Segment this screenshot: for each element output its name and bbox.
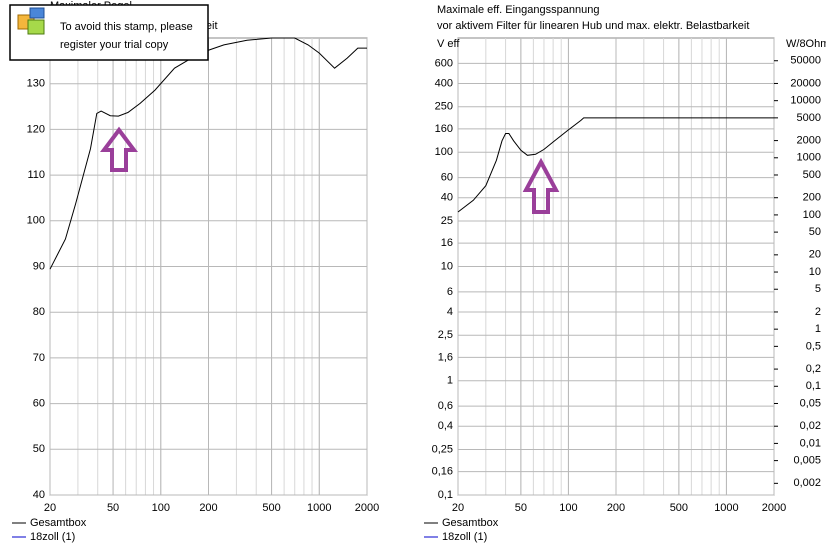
y2-tick-label: 5000 <box>797 112 821 124</box>
y-tick-label: 120 <box>27 123 45 135</box>
legend-label: Gesamtbox <box>30 517 87 529</box>
y2-tick-label: 2 <box>815 306 821 318</box>
x-tick-label: 20 <box>452 502 464 514</box>
y-axis-label: V eff <box>437 38 460 50</box>
y2-tick-label: 200 <box>803 192 821 204</box>
y2-tick-label: 0,2 <box>806 363 821 375</box>
y2-tick-label: 0,005 <box>793 455 821 467</box>
y-tick-label: 80 <box>33 306 45 318</box>
y2-tick-label: 0,01 <box>800 437 821 449</box>
y2-tick-label: 1 <box>815 323 821 335</box>
x-tick-label: 100 <box>559 502 577 514</box>
y2-tick-label: 50 <box>809 226 821 238</box>
y2-tick-label: 100 <box>803 209 821 221</box>
y2-tick-label: 0,1 <box>806 380 821 392</box>
y-tick-label: 110 <box>27 169 45 181</box>
x-tick-label: 200 <box>607 502 625 514</box>
y2-tick-label: 0,05 <box>800 397 821 409</box>
legend-label: Gesamtbox <box>442 517 499 529</box>
y-tick-label: 130 <box>27 78 45 90</box>
x-tick-label: 200 <box>199 502 217 514</box>
y2-axis-label: W/8Ohm <box>786 38 826 50</box>
arrow <box>100 126 138 172</box>
y2-tick-label: 0,002 <box>793 477 821 489</box>
chart-subtitle: vor aktivem Filter für linearen Hub und … <box>437 20 749 32</box>
x-tick-label: 20 <box>44 502 56 514</box>
y-tick-label: 70 <box>33 352 45 364</box>
y-tick-label: 60 <box>441 172 453 184</box>
y2-tick-label: 0,5 <box>806 340 821 352</box>
y-tick-label: 0,25 <box>432 443 453 455</box>
annotation-arrows <box>100 126 560 214</box>
x-tick-label: 50 <box>107 502 119 514</box>
y-tick-label: 0,16 <box>432 466 453 478</box>
x-tick-label: 500 <box>670 502 688 514</box>
y-tick-label: 6 <box>447 286 453 298</box>
charts: 20 50 100 200 500 1000 20004050607080901001101… <box>12 0 826 543</box>
y-tick-label: 0,1 <box>438 489 453 501</box>
y2-tick-label: 5 <box>815 283 821 295</box>
y-tick-label: 100 <box>27 215 45 227</box>
x-tick-label: 500 <box>262 502 280 514</box>
y-tick-label: 4 <box>447 306 453 318</box>
y-tick-label: 1 <box>447 375 453 387</box>
x-tick-label: 1000 <box>714 502 738 514</box>
x-tick-label: 1000 <box>307 502 331 514</box>
y-tick-label: 400 <box>435 77 453 89</box>
y-tick-label: 0,6 <box>438 400 453 412</box>
y-tick-label: 160 <box>435 123 453 135</box>
series-line <box>49 37 367 270</box>
x-tick-label: 2000 <box>762 502 786 514</box>
y-tick-label: 1,6 <box>438 351 453 363</box>
stamp-text: register your trial copy <box>60 39 169 51</box>
trial-stamp: To avoid this stamp, please register you… <box>9 4 209 61</box>
stamp-text: To avoid this stamp, please <box>60 21 193 33</box>
y-tick-label: 16 <box>441 237 453 249</box>
x-tick-label: 2000 <box>355 502 379 514</box>
legend-label: 18zoll (1) <box>30 531 75 543</box>
legend-label: 18zoll (1) <box>442 531 487 543</box>
y-tick-label: 40 <box>441 192 453 204</box>
x-tick-label: 100 <box>152 502 170 514</box>
y-tick-label: 90 <box>33 260 45 272</box>
y-tick-label: 250 <box>435 101 453 113</box>
y2-tick-label: 50000 <box>790 55 821 67</box>
y2-tick-label: 10000 <box>790 95 821 107</box>
y-tick-label: 25 <box>441 215 453 227</box>
y-tick-label: 50 <box>33 443 45 455</box>
y2-tick-label: 20000 <box>790 77 821 89</box>
stamp-icon <box>29 7 45 19</box>
y-tick-label: 60 <box>33 398 45 410</box>
x-tick-label: 50 <box>515 502 527 514</box>
series-line <box>457 117 774 213</box>
y2-tick-label: 10 <box>809 266 821 278</box>
y2-tick-label: 1000 <box>797 152 821 164</box>
y-tick-label: 10 <box>441 260 453 272</box>
y2-tick-label: 500 <box>803 169 821 181</box>
y-tick-label: 40 <box>33 489 45 501</box>
y-tick-label: 2,5 <box>438 329 453 341</box>
y-tick-label: 600 <box>435 57 453 69</box>
stamp-icon <box>27 19 45 35</box>
y-tick-label: 100 <box>435 146 453 158</box>
y2-tick-label: 20 <box>809 249 821 261</box>
y2-tick-label: 0,02 <box>800 420 821 432</box>
arrow <box>522 157 560 214</box>
y-tick-label: 0,4 <box>438 420 453 432</box>
chart-title: Maximale eff. Eingangsspannung <box>437 4 599 16</box>
y2-tick-label: 2000 <box>797 134 821 146</box>
